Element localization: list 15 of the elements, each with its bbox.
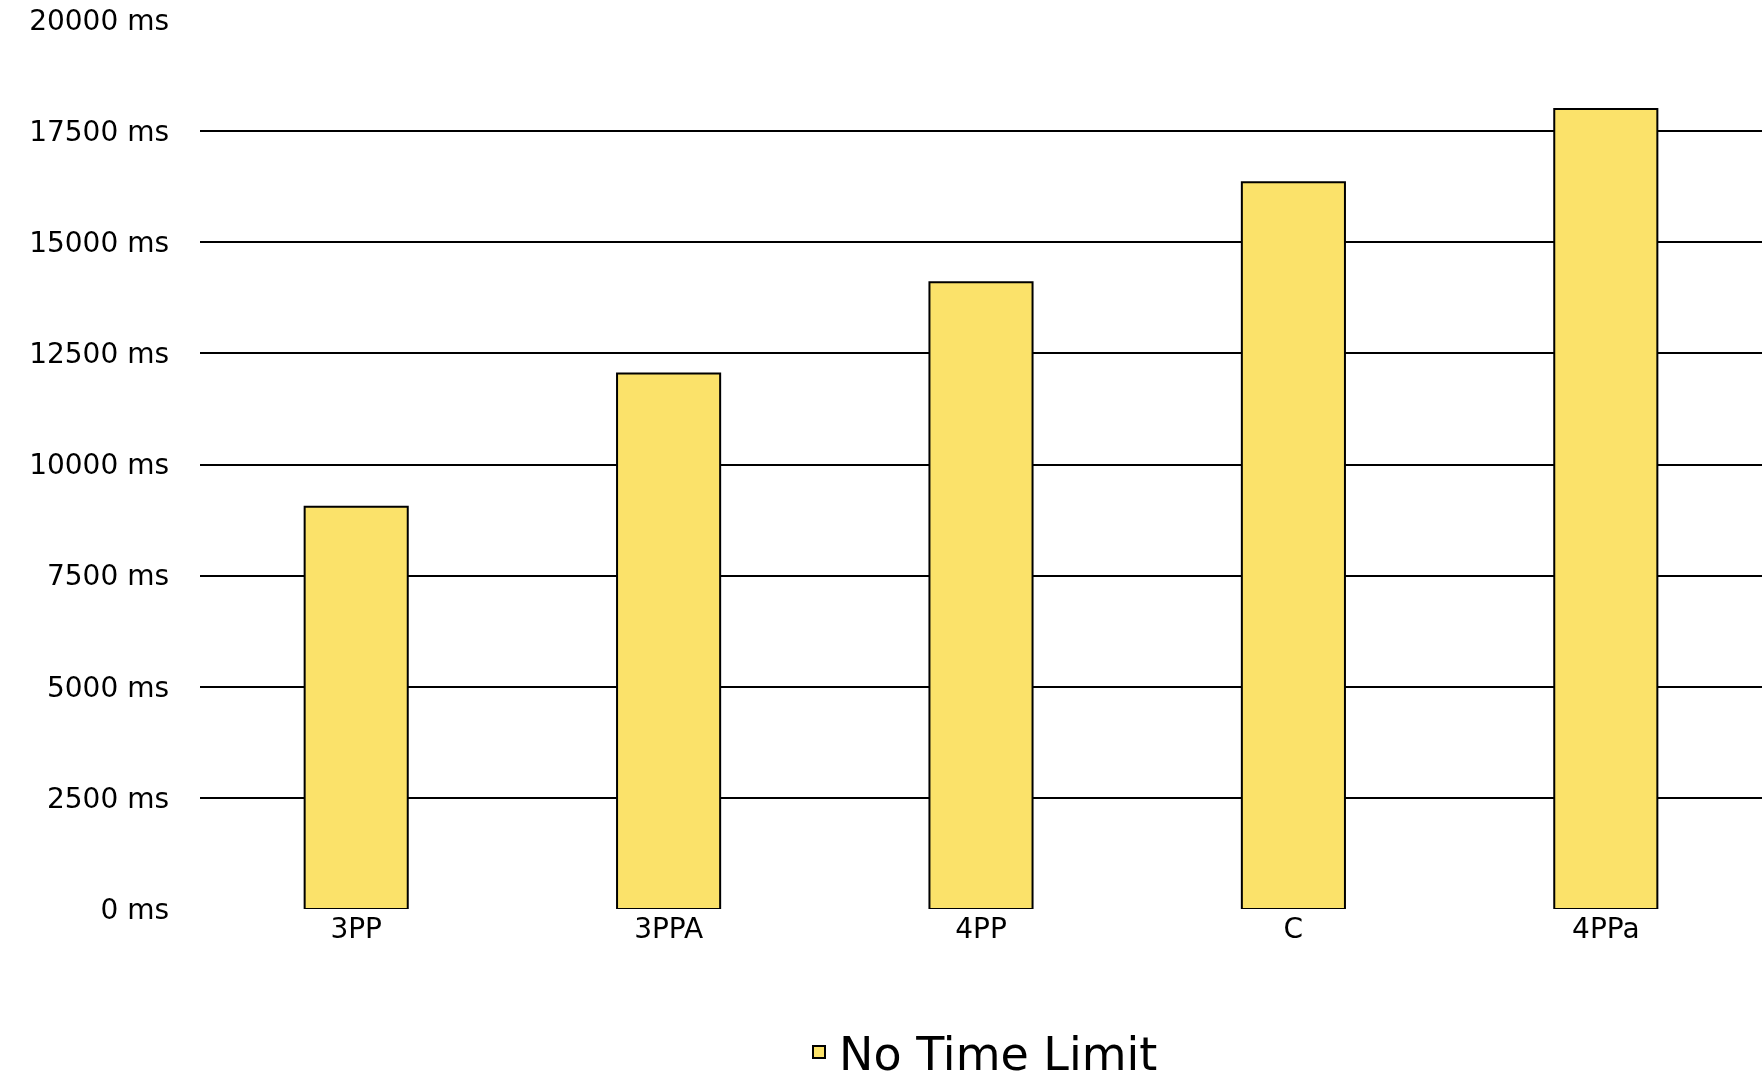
- y-tick-label: 7500 ms: [46, 559, 169, 593]
- x-tick-label: C: [1283, 912, 1304, 945]
- x-tick-label: 3PP: [330, 912, 382, 945]
- x-tick-label: 4PPa: [1572, 912, 1640, 945]
- y-tick-label: 20000 ms: [29, 3, 169, 37]
- y-tick-label: 10000 ms: [29, 448, 169, 482]
- y-tick-label: 12500 ms: [29, 337, 169, 371]
- legend-label: No Time Limit: [839, 1027, 1158, 1082]
- y-tick-label: 5000 ms: [46, 670, 169, 704]
- x-tick-label: 3PPA: [634, 912, 704, 945]
- y-tick-label: 0 ms: [100, 892, 169, 926]
- y-tick-label: 15000 ms: [29, 226, 169, 260]
- y-tick-label: 17500 ms: [29, 114, 169, 148]
- y-tick-label: 2500 ms: [46, 781, 169, 815]
- x-tick-label: 4PP: [955, 912, 1007, 945]
